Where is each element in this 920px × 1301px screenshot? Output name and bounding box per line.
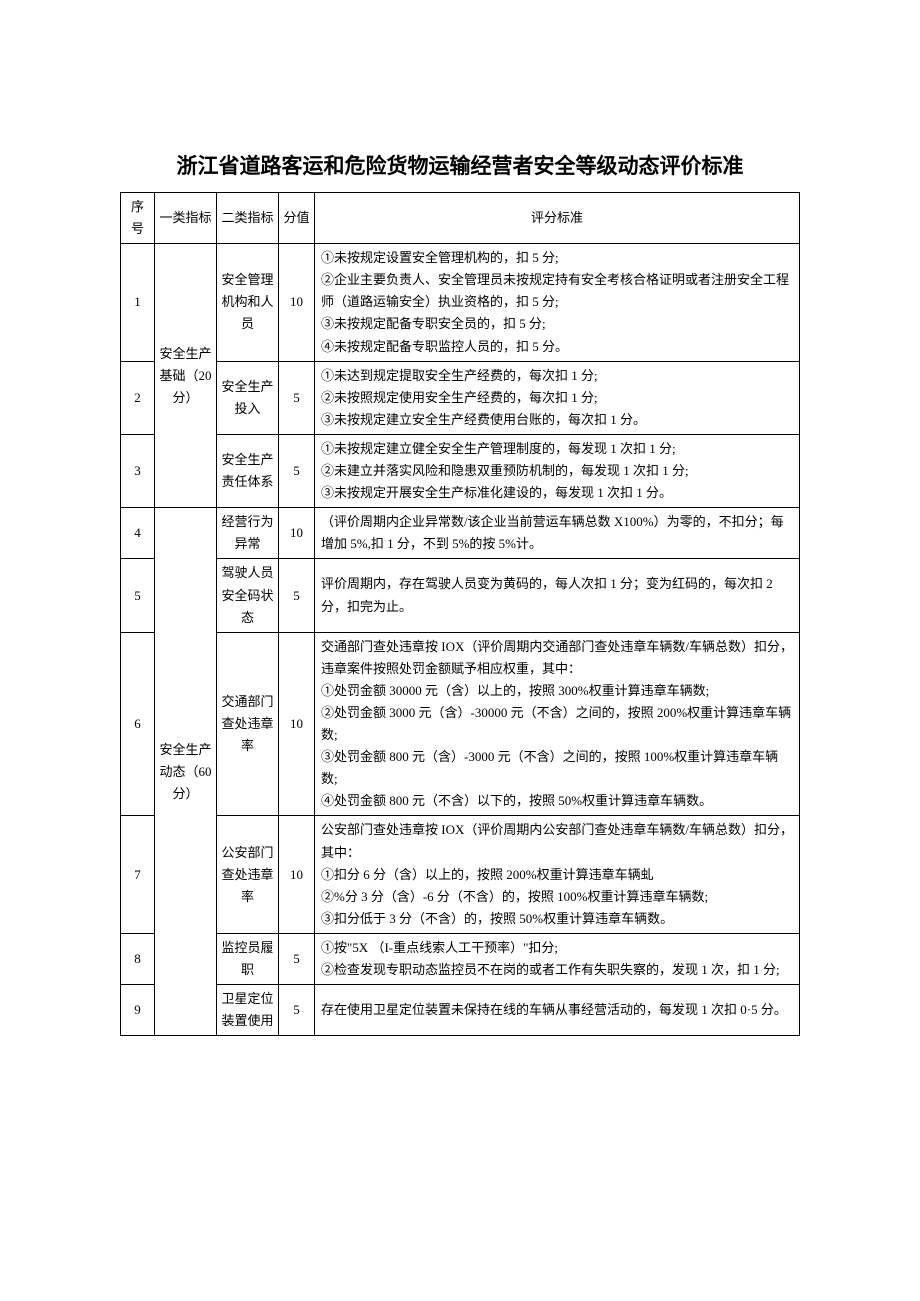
cell-seq: 6 [121,632,155,816]
cell-seq: 3 [121,434,155,507]
cell-criteria: ①按"5X （I-重点线索人工干预率）"扣分;②检查发现专职动态监控员不在岗的或… [315,933,800,984]
cell-cat2: 监控员履职 [217,933,279,984]
header-cat1: 一类指标 [155,193,217,244]
table-row: 5 驾驶人员安全码状态 5 评价周期内，存在驾驶人员变为黄码的，每人次扣 1 分… [121,559,800,632]
cell-score: 10 [279,508,315,559]
table-row: 1 安全生产基础（20分） 安全管理机构和人员 10 ①未按规定设置安全管理机构… [121,244,800,361]
cell-seq: 7 [121,816,155,933]
table-row: 7 公安部门查处违章率 10 公安部门查处违章按 IOX（评价周期内公安部门查处… [121,816,800,933]
cell-cat1-group2: 安全生产动态（60分） [155,508,217,1036]
cell-cat2: 安全生产投入 [217,361,279,434]
page-title: 浙江省道路客运和危险货物运输经营者安全等级动态评价标准 [120,150,800,180]
cell-seq: 2 [121,361,155,434]
table-row: 2 安全生产投入 5 ①未达到规定提取安全生产经费的，每次扣 1 分;②未按照规… [121,361,800,434]
cell-criteria: ①未按规定设置安全管理机构的，扣 5 分;②企业主要负责人、安全管理员未按规定持… [315,244,800,361]
table-row: 9 卫星定位装置使用 5 存在使用卫星定位装置未保持在线的车辆从事经营活动的，每… [121,985,800,1036]
cell-seq: 4 [121,508,155,559]
cell-seq: 1 [121,244,155,361]
table-row: 4 安全生产动态（60分） 经营行为异常 10 （评价周期内企业异常数/该企业当… [121,508,800,559]
cell-cat2: 驾驶人员安全码状态 [217,559,279,632]
cell-criteria: ①未按规定建立健全安全生产管理制度的，每发现 1 次扣 1 分;②未建立并落实风… [315,434,800,507]
cell-criteria: 存在使用卫星定位装置未保持在线的车辆从事经营活动的，每发现 1 次扣 0·5 分… [315,985,800,1036]
cell-score: 10 [279,632,315,816]
table-row: 8 监控员履职 5 ①按"5X （I-重点线索人工干预率）"扣分;②检查发现专职… [121,933,800,984]
cell-score: 10 [279,816,315,933]
cell-criteria: ①未达到规定提取安全生产经费的，每次扣 1 分;②未按照规定使用安全生产经费的，… [315,361,800,434]
header-cat2: 二类指标 [217,193,279,244]
evaluation-table: 序号 一类指标 二类指标 分值 评分标准 1 安全生产基础（20分） 安全管理机… [120,192,800,1036]
cell-criteria: 交通部门查处违章按 IOX（评价周期内交通部门查处违章车辆数/车辆总数）扣分，违… [315,632,800,816]
cell-score: 5 [279,559,315,632]
cell-score: 5 [279,985,315,1036]
cell-seq: 8 [121,933,155,984]
table-header-row: 序号 一类指标 二类指标 分值 评分标准 [121,193,800,244]
table-row: 6 交通部门查处违章率 10 交通部门查处违章按 IOX（评价周期内交通部门查处… [121,632,800,816]
cell-criteria: 公安部门查处违章按 IOX（评价周期内公安部门查处违章车辆数/车辆总数）扣分，其… [315,816,800,933]
cell-cat2: 经营行为异常 [217,508,279,559]
cell-score: 5 [279,361,315,434]
cell-cat2: 公安部门查处违章率 [217,816,279,933]
table-row: 3 安全生产责任体系 5 ①未按规定建立健全安全生产管理制度的，每发现 1 次扣… [121,434,800,507]
header-criteria: 评分标准 [315,193,800,244]
cell-criteria: （评价周期内企业异常数/该企业当前营运车辆总数 X100%）为零的，不扣分；每增… [315,508,800,559]
header-seq: 序号 [121,193,155,244]
cell-criteria: 评价周期内，存在驾驶人员变为黄码的，每人次扣 1 分；变为红码的，每次扣 2 分… [315,559,800,632]
cell-cat2: 安全管理机构和人员 [217,244,279,361]
cell-cat2: 安全生产责任体系 [217,434,279,507]
cell-cat2: 卫星定位装置使用 [217,985,279,1036]
cell-seq: 9 [121,985,155,1036]
cell-seq: 5 [121,559,155,632]
cell-score: 5 [279,933,315,984]
cell-score: 10 [279,244,315,361]
header-score: 分值 [279,193,315,244]
cell-score: 5 [279,434,315,507]
cell-cat1-group1: 安全生产基础（20分） [155,244,217,508]
cell-cat2: 交通部门查处违章率 [217,632,279,816]
